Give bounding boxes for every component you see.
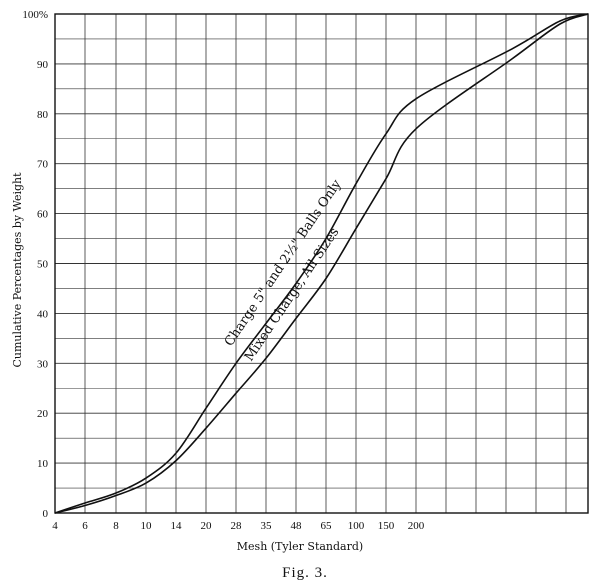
y-tick-label: 50 [37,259,49,271]
x-axis-label: Mesh (Tyler Standard) [237,540,363,553]
x-tick-label: 4 [52,520,58,532]
x-tick-label: 150 [378,520,395,532]
series-line-0 [54,13,589,514]
x-tick-label: 14 [171,520,183,532]
y-tick-label: 70 [37,159,49,171]
y-tick-label: 100% [22,9,48,21]
x-tick-label: 200 [408,520,425,532]
y-tick-label: 60 [37,209,49,221]
x-tick-label: 35 [261,520,273,532]
y-tick-label: 20 [37,408,49,420]
y-tick-label: 90 [37,59,49,71]
y-tick-label: 30 [37,358,49,370]
plot-border [54,13,589,514]
x-tick-label: 8 [113,520,119,532]
x-tick-label: 28 [231,520,243,532]
series-line-1 [54,13,589,514]
x-tick-label: 6 [82,520,88,532]
x-tick-label: 65 [321,520,333,532]
curves [54,13,589,514]
y-tick-label: 0 [43,508,49,520]
x-tick-label: 100 [348,520,365,532]
x-tick-label: 20 [201,520,213,532]
y-tick-label: 40 [37,308,49,320]
tick-labels: 4 6 8 10 14 20 28 35 48 65 100 150 200 0 10 20 30 40 50 60 7… [22,9,424,532]
y-axis-label: Cumulative Percentages by Weight [11,172,24,368]
y-tick-label: 10 [37,458,49,470]
x-tick-label: 10 [141,520,153,532]
x-tick-label: 48 [291,520,303,532]
grid [55,14,588,513]
figure-caption: Fig. 3. [282,565,328,581]
y-tick-label: 80 [37,109,49,121]
plot-frame [54,13,589,514]
